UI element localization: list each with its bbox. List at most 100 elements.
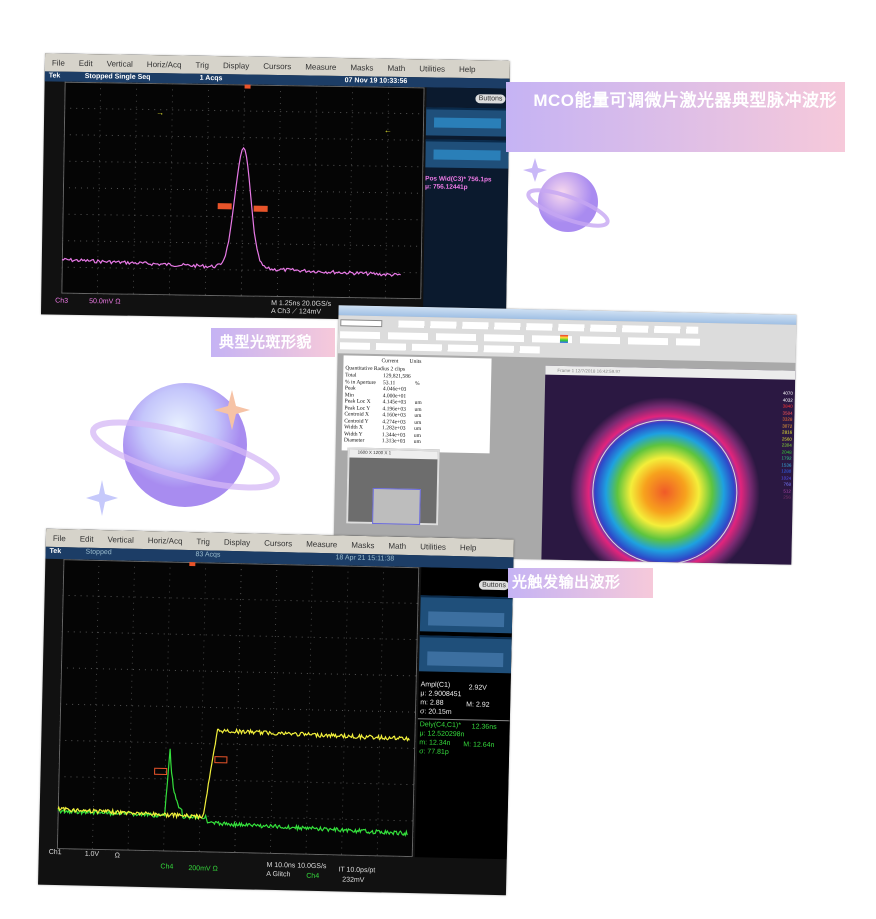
menu-item[interactable]: Cursors xyxy=(264,538,293,548)
menu-item[interactable]: Edit xyxy=(78,58,93,68)
menu-item[interactable]: Masks xyxy=(350,62,374,73)
row-value: 129,821,586 xyxy=(383,373,411,380)
menu-item[interactable]: File xyxy=(52,533,66,543)
brand: Tek xyxy=(49,547,62,556)
row-value: 4.046e+03 xyxy=(382,386,407,393)
menu-item[interactable]: Masks xyxy=(351,540,375,550)
thumbnail-window[interactable]: 1600 X 1200 X 1 xyxy=(346,447,440,526)
menu-item[interactable]: Display xyxy=(222,60,250,71)
ch4-label: Ch4 xyxy=(160,863,174,871)
row-unit: um xyxy=(414,412,422,419)
side-button-1[interactable] xyxy=(425,107,510,137)
scale-value: 3328 xyxy=(782,416,793,422)
row-unit: um xyxy=(414,419,422,426)
mode-select[interactable] xyxy=(340,319,383,328)
acq-count: 1 Acqs xyxy=(199,74,223,83)
pulse-scope-photo: File Edit Vertical Horiz/Acq Trig Display Curs… xyxy=(40,53,511,322)
menu-item[interactable]: Math xyxy=(387,63,406,73)
trigger-scope-photo: File Edit Vertical Horiz/Acq Trig Display Curs… xyxy=(38,528,514,896)
scope2-graticule xyxy=(56,559,420,858)
ampl-value: 2.92V xyxy=(468,684,487,692)
ch3-trace xyxy=(61,146,401,277)
menu-item[interactable]: Measure xyxy=(305,61,337,72)
cursor-marker xyxy=(154,767,168,776)
acq-state: Stopped xyxy=(85,548,112,557)
ch4-trace xyxy=(57,748,408,838)
menu-item[interactable]: Edit xyxy=(79,534,94,544)
row-value: 4.274e+03 xyxy=(382,418,406,426)
beam-profiler-photo: Current Units Quantitative Radius 2 clip… xyxy=(333,305,797,565)
row-name: Peak xyxy=(344,385,356,392)
grid-line xyxy=(59,739,416,749)
side-button-2[interactable] xyxy=(418,635,512,674)
grid-line xyxy=(58,776,415,786)
scope1-side-panel: Buttons Pos Wid(C3)* 756.1ps μ: 756.1244… xyxy=(422,87,510,322)
row-value: 1.313e+03 xyxy=(381,438,406,445)
thumbnail-roi xyxy=(372,487,421,525)
row-name: Min xyxy=(344,391,355,399)
toolbar-fields[interactable] xyxy=(398,320,699,334)
scale-value: 1280 xyxy=(781,468,792,474)
row-name: Total xyxy=(345,372,357,379)
row-value: 1.282e+03 xyxy=(382,425,406,432)
planet-decoration-large xyxy=(86,383,280,516)
grid-line xyxy=(62,187,423,194)
scale-value: 1792 xyxy=(781,455,792,461)
trigger-position-marker xyxy=(244,84,251,89)
row-name: Width X xyxy=(344,424,364,431)
dely-sigma: σ: 77.81p xyxy=(419,748,449,756)
side-button-2[interactable] xyxy=(425,139,509,169)
measurement-pos-width: Pos Wid(C3)* 756.1ps xyxy=(425,175,492,184)
row-name: Diameter xyxy=(343,437,365,444)
trigger-arrow-right: ← xyxy=(384,126,392,135)
side-button-1[interactable] xyxy=(419,595,513,634)
scale-value: 2304 xyxy=(781,442,792,448)
menu-item[interactable]: Horiz/Acq xyxy=(146,59,182,70)
beam-spot xyxy=(569,397,760,565)
trigger-readout: A Ch3 ⟋ 124mV xyxy=(270,307,322,316)
ch4-scale: 200mV Ω xyxy=(188,865,218,873)
grid-line xyxy=(305,564,313,855)
grid-line xyxy=(276,85,282,298)
row-unit: um xyxy=(414,399,422,406)
planet-decoration-small xyxy=(523,158,610,232)
row-value: 1.344e+03 xyxy=(381,431,406,439)
menu-item[interactable]: File xyxy=(51,57,65,68)
ampl-sigma: σ: 20.15m xyxy=(419,708,452,716)
grid-line xyxy=(61,266,422,274)
scale-value: 2816 xyxy=(782,429,793,435)
results-table: Current Units Quantitative Radius 2 clip… xyxy=(341,355,492,454)
menu-item[interactable]: Trig xyxy=(195,60,210,70)
timebase: M 1.25ns 20.0GS/s xyxy=(271,299,332,308)
menu-item[interactable]: Cursors xyxy=(263,61,292,71)
scale-value: 3840 xyxy=(782,403,793,409)
row-value: 53.11 xyxy=(382,379,396,386)
row-unit: um xyxy=(414,425,422,432)
menu-item[interactable]: Utilities xyxy=(419,63,446,74)
menu-item[interactable]: Math xyxy=(388,541,407,551)
menu-item[interactable]: Vertical xyxy=(107,534,134,545)
menu-item[interactable]: Trig xyxy=(196,536,211,546)
trigger-channel: Ch4 xyxy=(306,872,320,881)
menu-item[interactable]: Vertical xyxy=(106,58,133,69)
graticule-border xyxy=(56,559,420,858)
grid-line xyxy=(64,107,425,115)
buttons-button[interactable]: Buttons xyxy=(479,580,510,591)
row-unit: um xyxy=(414,406,422,413)
menu-item[interactable]: Help xyxy=(459,542,477,553)
palette-icon[interactable] xyxy=(559,334,569,344)
menu-item[interactable]: Measure xyxy=(306,539,338,549)
buttons-button[interactable]: Buttons xyxy=(475,94,506,104)
toolbar-fields-row3[interactable] xyxy=(339,342,540,354)
row-name: Width Y xyxy=(343,430,363,438)
menu-item[interactable]: Help xyxy=(458,64,476,74)
ch1-label: Ch1 xyxy=(48,848,62,857)
row-value: 4.160e+03 xyxy=(382,412,406,419)
grid-line xyxy=(63,160,424,168)
row-unit: % xyxy=(414,380,420,387)
trigger-arrow-left: → xyxy=(156,108,164,117)
menu-item[interactable]: Horiz/Acq xyxy=(147,535,183,546)
scale-value: 256 xyxy=(783,494,791,500)
menu-item[interactable]: Display xyxy=(223,537,251,547)
menu-item[interactable]: Utilities xyxy=(420,541,447,552)
